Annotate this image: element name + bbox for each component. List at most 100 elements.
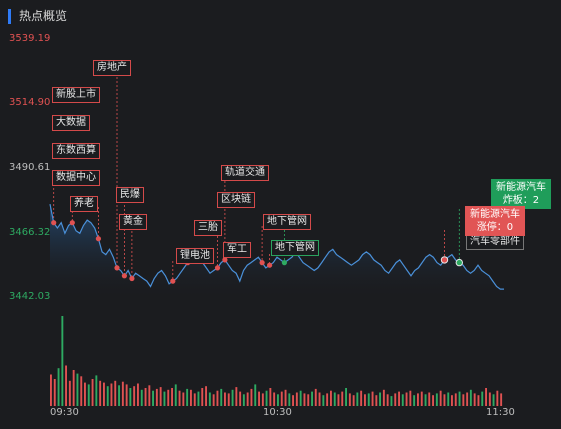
volume-bar [299,390,302,406]
volume-bar [458,391,461,406]
volume-bar [356,392,359,406]
hot-tag[interactable]: 地下管网 [263,214,311,230]
event-marker-dot[interactable] [259,260,265,266]
hot-tag[interactable]: 养老 [70,196,98,212]
event-marker-dot[interactable] [51,220,57,226]
volume-bar [50,374,52,406]
hot-tag[interactable]: 轨道交通 [221,165,269,181]
volume-bar [469,389,472,406]
volume-bar [398,391,400,406]
volume-bar [413,395,416,406]
volume-bar [163,391,166,406]
volume-bar [76,373,79,406]
y-tick-label: 3514.90 [9,97,51,108]
hot-tag[interactable]: 数据中心 [52,170,100,186]
volume-bar [220,388,223,406]
volume-bar [288,393,291,406]
hot-tag[interactable]: 新股上市 [52,87,100,103]
volume-bar [439,390,442,406]
volume-bar [322,395,325,406]
volume-bar [292,395,294,406]
volume-bar [155,388,158,406]
hot-tag[interactable]: 锂电池 [176,248,214,264]
callout-line: 涨停：0 [476,222,514,233]
volume-bar [152,390,154,406]
y-tick-label: 3539.19 [9,33,51,44]
volume-bar [61,316,64,406]
hot-tag[interactable]: 民爆 [116,187,144,203]
hot-tag[interactable]: 三胎 [194,220,222,236]
volume-bar [481,391,484,406]
volume-bar [201,388,204,406]
event-marker-dot[interactable] [455,258,463,267]
volume-bar [382,389,385,406]
hot-tag[interactable]: 东数西算 [52,143,100,159]
volume-bar [231,389,234,406]
volume-bar [390,396,393,406]
hot-tag[interactable]: 地下管网 [271,240,319,256]
volume-bar [303,393,306,406]
volume-bar [239,391,242,406]
hot-tag[interactable]: 大数据 [52,115,90,131]
event-marker-dot[interactable] [121,273,127,279]
volume-bar [451,395,453,406]
volume-bar [405,392,408,406]
event-marker-dot[interactable] [222,257,228,263]
volume-bar [137,383,139,406]
volume-bar [447,392,450,406]
volume-bar [106,386,109,406]
volume-bar [174,384,177,406]
hot-tag[interactable]: 军工 [223,242,251,258]
volume-bar [341,391,344,406]
volume-bar [216,390,219,406]
volume-bar [140,389,143,406]
hot-tag[interactable]: 区块链 [217,192,255,208]
volume-bar [159,387,162,406]
y-tick-label: 3442.03 [9,291,51,302]
volume-bar [333,392,336,406]
x-tick-label: 09:30 [50,407,79,418]
volume-bar [409,390,412,406]
volume-bar [311,391,313,406]
volume-bar [386,394,389,406]
event-marker-dot[interactable] [281,260,287,266]
volume-bar [205,386,207,406]
event-marker-dot[interactable] [170,278,176,284]
volume-bar [129,388,132,406]
volume-bar [337,394,340,406]
volume-bar [72,370,75,406]
volume-bar [95,375,98,406]
hot-tag[interactable]: 房地产 [93,60,131,76]
y-tick-label: 3466.32 [9,227,51,238]
volume-bar [348,393,351,406]
volume-bar [428,392,431,406]
volume-bar [91,379,94,406]
x-tick-label: 10:30 [263,407,292,418]
event-marker-dot[interactable] [114,265,120,271]
volume-bar [364,394,366,406]
event-marker-dot[interactable] [440,256,449,264]
hot-tag[interactable]: 黄金 [119,214,147,230]
volume-bar [269,388,272,406]
callout-limitup[interactable]: 新能源汽车 涨停：0 [465,206,525,236]
volume-bar [125,384,128,406]
volume-bar [87,384,90,406]
volume-bar [261,393,264,406]
volume-bar [84,382,86,406]
volume-bar [345,388,347,406]
volume-bar [352,395,355,406]
event-marker-dot[interactable] [267,262,273,268]
event-marker-dot[interactable] [69,220,75,226]
volume-bar [360,390,363,406]
event-marker-dot[interactable] [95,236,101,242]
volume-bar [477,395,480,406]
event-marker-dot[interactable] [129,275,135,282]
volume-bar [500,393,503,406]
callout-breakboard[interactable]: 新能源汽车 炸板：2 [491,179,551,209]
volume-bar [235,387,238,406]
volume-bar [265,390,268,406]
volume-bar [318,392,321,406]
volume-bar [80,376,83,406]
event-marker-dot[interactable] [214,265,221,271]
volume-bar [186,388,189,406]
